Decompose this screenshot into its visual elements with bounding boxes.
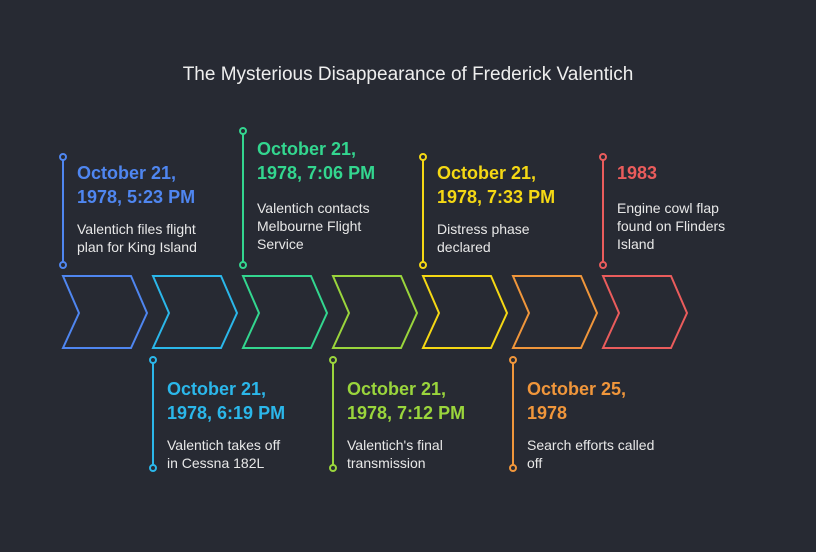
event-4-description: Valentich's final transmission: [347, 436, 443, 472]
event-7-description: Engine cowl flap found on Flinders Islan…: [617, 199, 725, 253]
event-2-description: Valentich takes off in Cessna 182L: [167, 436, 280, 472]
connector-5-bottom-dot: [419, 261, 427, 269]
connector-2-top-dot: [149, 356, 157, 364]
chevron-5: [421, 275, 509, 349]
event-2-date: October 21, 1978, 6:19 PM: [167, 377, 285, 425]
event-6-desc-line-2: off: [527, 455, 543, 471]
event-3-desc-line-3: Service: [257, 236, 304, 252]
connector-7-top-dot: [599, 153, 607, 161]
event-5-desc-line-1: Distress phase: [437, 221, 530, 237]
event-6-date: October 25, 1978: [527, 377, 626, 425]
connector-3-bottom-dot: [239, 261, 247, 269]
event-7-desc-line-1: Engine cowl flap: [617, 200, 719, 216]
chevron-7: [601, 275, 689, 349]
event-1-description: Valentich files flight plan for King Isl…: [77, 220, 197, 256]
connector-1-bottom-dot: [59, 261, 67, 269]
event-2-date-line-2: 1978, 6:19 PM: [167, 403, 286, 423]
event-4-desc-line-2: transmission: [347, 455, 426, 471]
event-1-date-line-1: October 21,: [77, 163, 177, 183]
diagram-title: The Mysterious Disappearance of Frederic…: [182, 64, 634, 85]
event-4-desc-line-1: Valentich's final: [347, 437, 443, 453]
event-3-desc-line-1: Valentich contacts: [257, 200, 370, 216]
event-3-description: Valentich contacts Melbourne Flight Serv…: [257, 199, 370, 253]
connector-7-bottom-dot: [599, 261, 607, 269]
connector-4-top-dot: [329, 356, 337, 364]
event-7-desc-line-3: Island: [617, 236, 655, 252]
connector-2-bottom-dot: [149, 464, 157, 472]
event-6-description: Search efforts called off: [527, 436, 654, 472]
connector-4-bottom-dot: [329, 464, 337, 472]
event-1-desc-line-1: Valentich files flight: [77, 221, 196, 237]
chevron-3: [241, 275, 329, 349]
event-2-date-line-1: October 21,: [167, 379, 267, 399]
event-1-date-line-2: 1978, 5:23 PM: [77, 187, 196, 207]
event-7-date-line-1: 1983: [617, 163, 658, 183]
event-7-desc-line-2: found on Flinders: [617, 218, 726, 234]
event-5-date-line-2: 1978, 7:33 PM: [437, 187, 556, 207]
event-4-date-line-2: 1978, 7:12 PM: [347, 403, 466, 423]
chevron-4: [331, 275, 419, 349]
event-4-date: October 21, 1978, 7:12 PM: [347, 377, 465, 425]
chevron-1: [61, 275, 149, 349]
connector-1-top-dot: [59, 153, 67, 161]
event-2-desc-line-1: Valentich takes off: [167, 437, 281, 453]
event-5-date-line-1: October 21,: [437, 163, 537, 183]
event-6-desc-line-1: Search efforts called: [527, 437, 655, 453]
event-6-date-line-1: October 25,: [527, 379, 627, 399]
connector-3-top-dot: [239, 127, 247, 135]
event-5-description: Distress phase declared: [437, 220, 530, 256]
event-5-desc-line-2: declared: [437, 239, 491, 255]
event-1-date: October 21, 1978, 5:23 PM: [77, 161, 195, 209]
chevron-2: [151, 275, 239, 349]
event-3-date-line-1: October 21,: [257, 139, 357, 159]
event-3-date: October 21, 1978, 7:06 PM: [257, 137, 375, 185]
event-3-date-line-2: 1978, 7:06 PM: [257, 163, 376, 183]
event-7-date: 1983: [617, 161, 657, 185]
connector-6-bottom-dot: [509, 464, 517, 472]
connector-6-top-dot: [509, 356, 517, 364]
event-6-date-line-2: 1978: [527, 403, 568, 423]
chevron-6: [511, 275, 599, 349]
event-2-desc-line-2: in Cessna 182L: [167, 455, 265, 471]
connector-5-top-dot: [419, 153, 427, 161]
event-1-desc-line-2: plan for King Island: [77, 239, 197, 255]
event-4-date-line-1: October 21,: [347, 379, 447, 399]
event-5-date: October 21, 1978, 7:33 PM: [437, 161, 555, 209]
event-3-desc-line-2: Melbourne Flight: [257, 218, 362, 234]
